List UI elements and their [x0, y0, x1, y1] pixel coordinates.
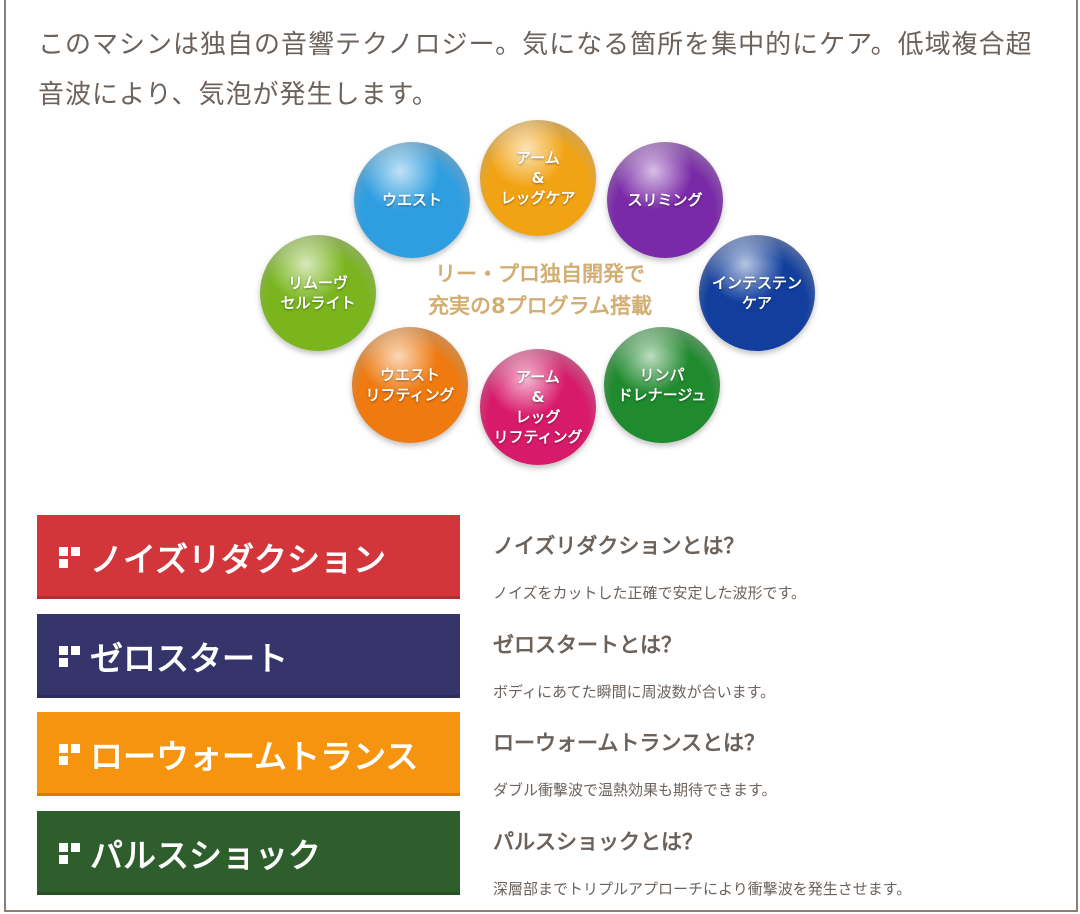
- feature-title: ノイズリダクションとは？: [493, 534, 745, 558]
- feature-title: パルスショックとは？: [493, 830, 703, 854]
- feature-title: ゼロスタートとは？: [493, 633, 682, 657]
- feature-banner-label: ゼロスタート: [90, 639, 288, 678]
- program-ball: インテステン ケア: [699, 235, 815, 351]
- feature-description: ローウォームトランスとは？ ダブル衝撃波で温熱効果も期待できます。: [493, 727, 777, 800]
- program-ball: ウエスト: [354, 142, 470, 258]
- square-bullet-icon: [59, 743, 80, 765]
- feature-text: ノイズをカットした正確で安定した波形です。: [493, 584, 807, 602]
- feature-banner-label: ローウォームトランス: [90, 737, 419, 776]
- square-bullet-icon: [59, 645, 80, 667]
- program-ball: リムーヴ セルライト: [260, 235, 376, 351]
- program-ball: アーム & レッグ リフティング: [480, 349, 596, 465]
- feature-banner-label: ノイズリダクション: [90, 540, 387, 579]
- program-ball: リンパ ドレナージュ: [604, 327, 720, 443]
- square-bullet-icon: [59, 546, 80, 568]
- center-line-1: リー・プロ独自開発で: [435, 262, 645, 286]
- square-bullet-icon: [59, 842, 80, 864]
- feature-title: ローウォームトランスとは？: [493, 731, 765, 755]
- feature-banner[interactable]: パルスショック: [37, 811, 460, 895]
- feature-text: ボディにあてた瞬間に周波数が合います。: [493, 683, 776, 701]
- feature-description: パルスショックとは？ 深層部までトリプルアプローチにより衝撃波を発生させます。: [493, 826, 911, 899]
- feature-banner[interactable]: ノイズリダクション: [37, 515, 460, 599]
- feature-banner[interactable]: ゼロスタート: [37, 614, 460, 698]
- feature-description: ゼロスタートとは？ ボディにあてた瞬間に周波数が合います。: [493, 629, 775, 702]
- feature-banner-label: パルスショック: [90, 836, 321, 875]
- program-ball: スリミング: [607, 142, 723, 258]
- program-ball: ウエスト リフティング: [352, 327, 468, 443]
- intro-text: このマシンは独自の音響テクノロジー。気になる箇所を集中的にケア。低域複合超音波に…: [38, 30, 1033, 110]
- feature-text: 深層部までトリプルアプローチにより衝撃波を発生させます。: [493, 880, 912, 898]
- feature-text: ダブル衝撃波で温熱効果も期待できます。: [493, 781, 777, 799]
- feature-description: ノイズリダクションとは？ ノイズをカットした正確で安定した波形です。: [493, 530, 806, 603]
- programs-center-text: リー・プロ独自開発で 充実の8プログラム搭載: [395, 258, 685, 322]
- page-frame: [4, 0, 1078, 912]
- feature-banner[interactable]: ローウォームトランス: [37, 712, 460, 796]
- program-ball: アーム & レッグケア: [480, 120, 596, 236]
- center-line-2: 充実の8プログラム搭載: [428, 294, 652, 318]
